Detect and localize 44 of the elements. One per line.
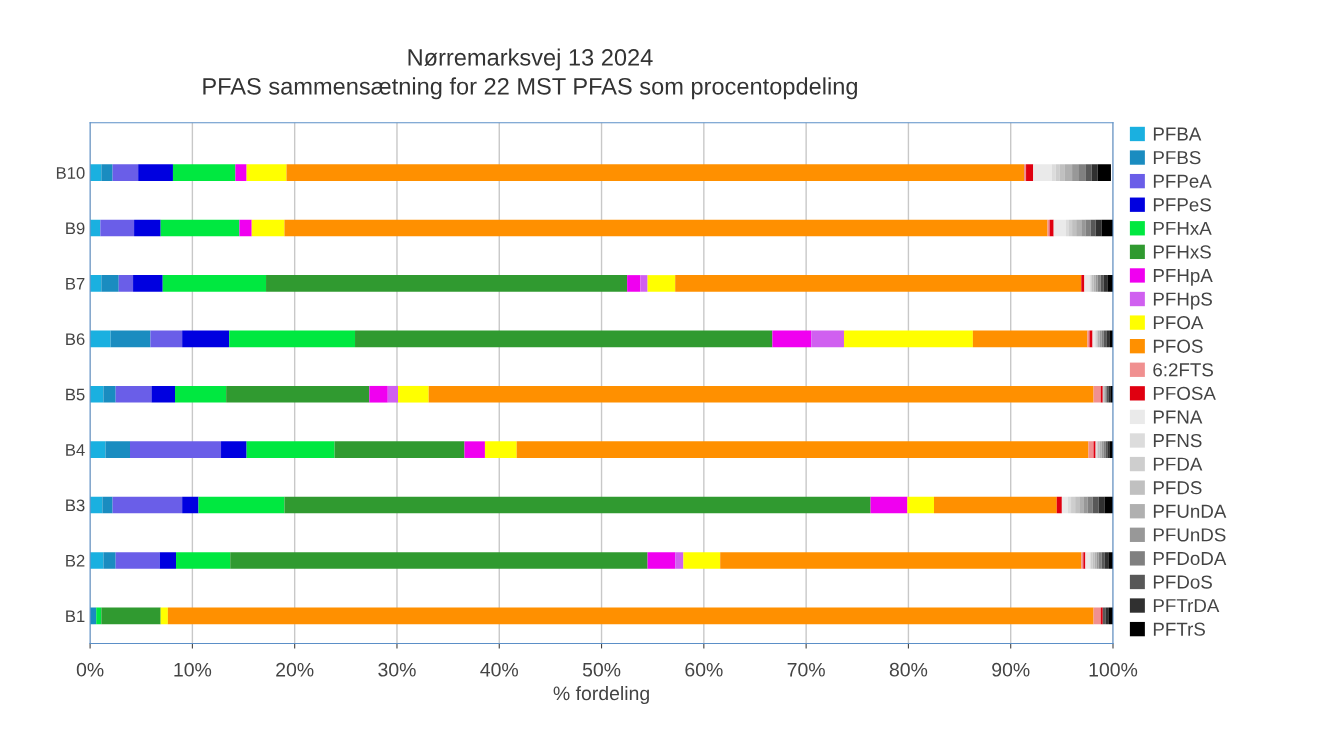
legend-label: PFNS <box>1153 433 1202 448</box>
legend-label: PFBS <box>1153 150 1201 165</box>
y-tick-label: B5 <box>66 388 85 401</box>
legend-label: PFHpS <box>1153 292 1212 310</box>
legend-label: PFHpA <box>1153 269 1213 286</box>
x-tick-label: 60% <box>685 662 723 677</box>
legend-label: PFHxA <box>1153 221 1212 235</box>
legend-label: PFNA <box>1153 410 1203 424</box>
y-tick-label: B4 <box>66 444 85 456</box>
legend-label: PFOS <box>1153 339 1203 353</box>
legend-label: PFDA <box>1153 457 1203 471</box>
x-tick-label: 80% <box>889 662 928 677</box>
x-tick-label: 50% <box>582 662 621 677</box>
y-tick-label: B3 <box>66 499 85 512</box>
legend-label: PFPeA <box>1153 174 1212 188</box>
x-tick-label: 20% <box>276 662 314 677</box>
y-tick-label: B10 <box>56 167 85 179</box>
x-axis-title: % fordeling <box>553 685 649 705</box>
x-tick-label: 90% <box>992 662 1030 677</box>
legend-label: PFUnDS <box>1153 528 1226 542</box>
legend-label: PFDoDA <box>1153 551 1227 566</box>
legend-label: PFOSA <box>1153 386 1216 401</box>
legend-label: PFOA <box>1153 316 1204 330</box>
y-tick-label: B1 <box>66 610 85 622</box>
x-tick-label: 0% <box>76 662 104 677</box>
x-tick-label: 70% <box>787 662 825 677</box>
legend-label: PFTrDA <box>1153 599 1220 613</box>
x-tick-label: 30% <box>378 662 416 677</box>
x-tick-label: 100% <box>1089 662 1138 677</box>
x-tick-label: 40% <box>480 662 519 677</box>
legend-label: 6:2FTS <box>1153 363 1213 377</box>
legend-label: PFUnDA <box>1153 504 1227 518</box>
legend-label: PFPeS <box>1153 198 1211 212</box>
legend-label: PFTrS <box>1153 622 1205 636</box>
legend-label: PFHxS <box>1153 245 1211 259</box>
y-tick-label: B6 <box>66 333 85 346</box>
y-tick-label: B7 <box>66 278 85 290</box>
legend-label: PFDoS <box>1153 575 1212 589</box>
legend-label: PFDS <box>1153 481 1202 495</box>
chart-title: Nørremarksvej 13 2024 PFAS sammensætning for 22 MST PFAS som procentopdeling <box>203 48 857 100</box>
legend-label: PFBA <box>1153 127 1202 141</box>
y-tick-label: B2 <box>66 554 85 567</box>
y-tick-label: B9 <box>66 222 85 235</box>
x-tick-label: 10% <box>174 662 212 677</box>
